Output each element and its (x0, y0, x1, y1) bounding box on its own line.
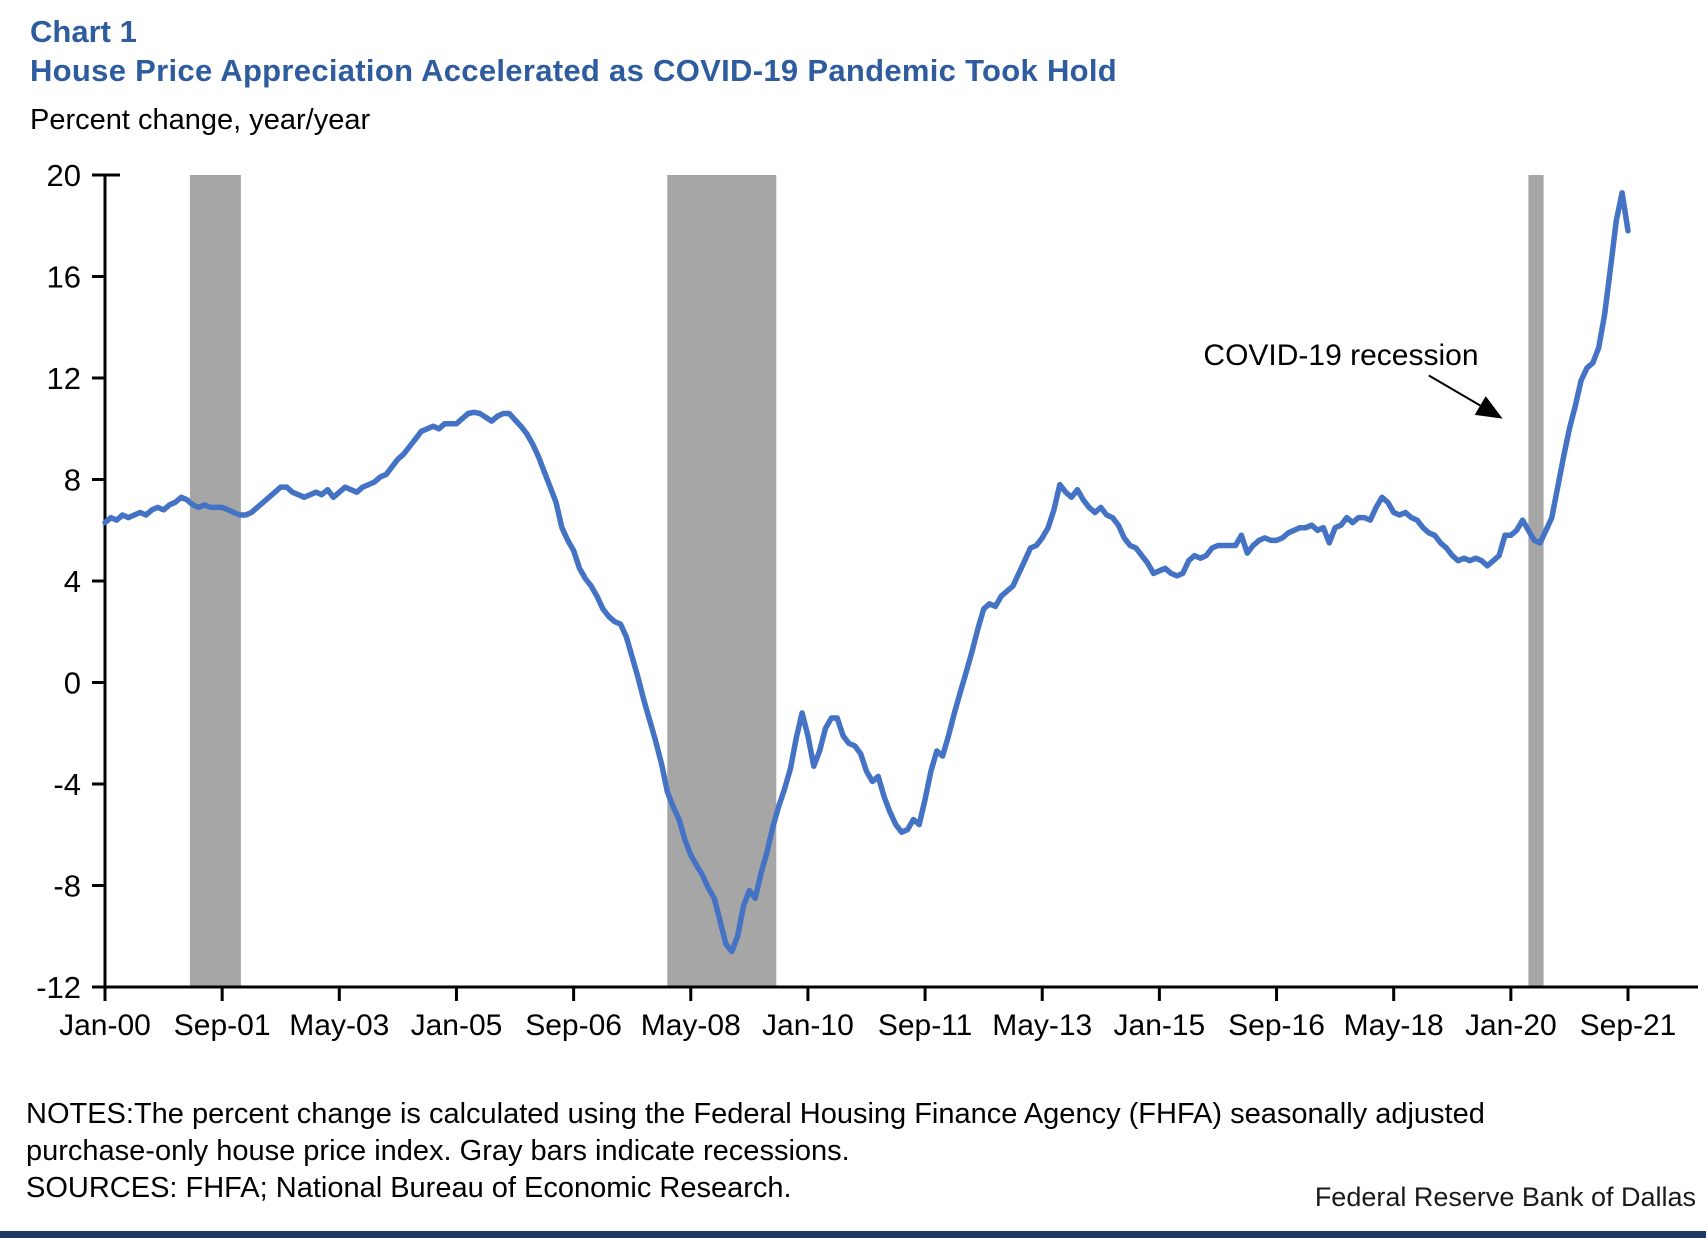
x-tick-label: Jan-10 (762, 1009, 854, 1042)
x-tick-label: May-18 (1344, 1009, 1444, 1042)
x-tick-label: May-03 (289, 1009, 389, 1042)
y-tick-label: 20 (47, 158, 81, 193)
y-tick-label: 0 (64, 666, 81, 701)
page-title: House Price Appreciation Accelerated as … (30, 53, 1118, 88)
y-axis-unit-note: Percent change, year/year (30, 104, 371, 136)
notes-block: NOTES:The percent change is calculated u… (26, 1096, 1485, 1207)
notes-line-1: NOTES:The percent change is calculated u… (26, 1098, 1485, 1130)
x-tick-label: Sep-21 (1580, 1009, 1677, 1042)
chart-number-label: Chart 1 (30, 14, 137, 49)
recession-band (667, 175, 777, 987)
x-tick-label: May-08 (641, 1009, 741, 1042)
y-tick-label: 8 (64, 463, 81, 498)
x-tick-label: Sep-16 (1228, 1009, 1325, 1042)
footer-credit: Federal Reserve Bank of Dallas (1314, 1182, 1696, 1212)
x-tick-label: May-13 (992, 1009, 1092, 1042)
house-price-series-line (102, 190, 1631, 955)
y-tick-label: -12 (36, 970, 81, 1005)
x-tick-label: Sep-06 (525, 1009, 622, 1042)
house-price-line-chart: 20 16 12 8 4 0 -4 -8 -12 Jan-00 Sep-01 May-03 Jan-05… (36, 158, 1698, 1042)
footer-accent-bar (0, 1231, 1706, 1238)
notes-line-2: purchase-only house price index. Gray ba… (26, 1135, 850, 1167)
x-tick-label: Jan-00 (59, 1009, 151, 1042)
y-tick-label: -4 (53, 767, 81, 802)
x-tick-label: Sep-01 (174, 1009, 271, 1042)
y-tick-label: -8 (53, 869, 81, 904)
x-tick-label: Jan-20 (1465, 1009, 1557, 1042)
x-tick-label: Jan-15 (1114, 1009, 1206, 1042)
x-tick-label: Jan-05 (411, 1009, 503, 1042)
y-tick-label: 16 (47, 260, 81, 295)
sources-line: SOURCES: FHFA; National Bureau of Econom… (26, 1172, 792, 1204)
recession-band (189, 175, 241, 987)
recession-band (1528, 175, 1544, 987)
y-tick-label: 12 (47, 361, 81, 396)
annotation-arrowhead-icon (1474, 396, 1503, 419)
x-tick-label: Sep-11 (878, 1009, 973, 1042)
y-tick-label: 4 (64, 564, 81, 599)
annotation-covid-recession-label: COVID-19 recession (1203, 339, 1478, 372)
annotation-arrow-shaft (1428, 374, 1481, 407)
